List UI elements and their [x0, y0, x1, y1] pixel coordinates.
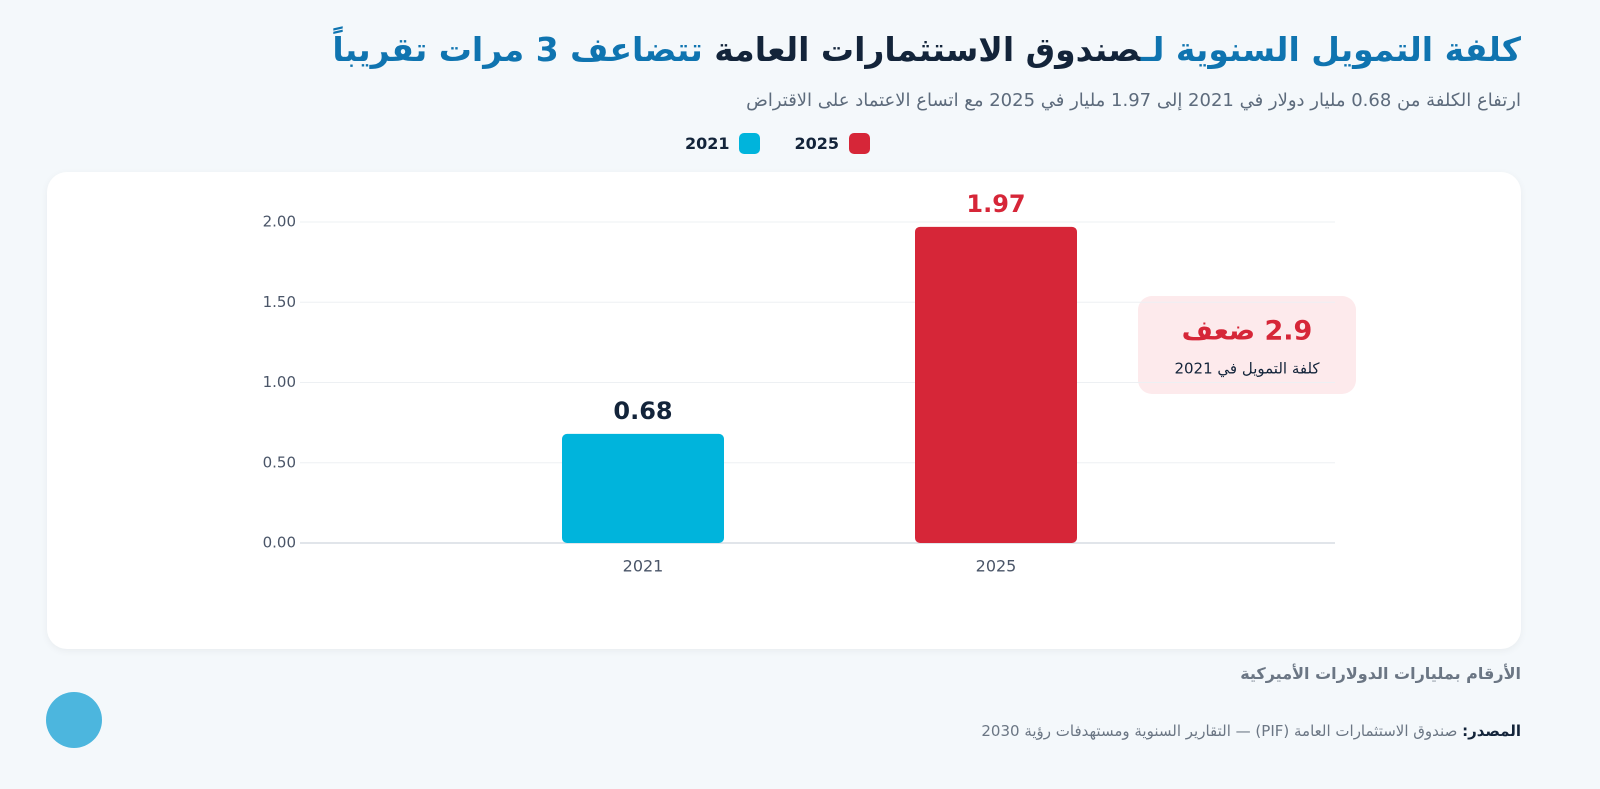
title-part: تتضاعف 3 مرات تقريباً [332, 30, 715, 69]
source-text: صندوق الاستثمارات العامة (PIF) — التقاري… [981, 722, 1463, 740]
value-label: 1.97 [966, 190, 1025, 218]
legend-swatch [739, 133, 761, 154]
x-tick-label: 2025 [976, 557, 1017, 576]
y-tick-label: 0.00 [263, 534, 296, 552]
value-label: 0.68 [613, 397, 672, 425]
y-tick-label: 0.50 [263, 453, 296, 471]
legend-item: 2021 [685, 133, 761, 154]
annotation-box [1138, 296, 1356, 394]
annotation-headline: 2.9 ضعف [1182, 316, 1313, 347]
logo [46, 692, 102, 748]
y-tick-label: 2.00 [263, 213, 296, 231]
source: المصدر: صندوق الاستثمارات العامة (PIF) —… [981, 722, 1521, 740]
bar [915, 226, 1077, 543]
legend-label: 2025 [794, 134, 839, 153]
chart: 2.9 ضعف كلفة التمويل في 2021 0.00 0.50 1.0… [263, 190, 1356, 576]
bar [562, 433, 724, 543]
x-tick-label: 2021 [623, 557, 664, 576]
legend: 2025 2021 [685, 133, 870, 154]
source-label: المصدر: [1462, 722, 1521, 740]
title: كلفة التمويل السنوية لـصندوق الاستثمارات… [332, 30, 1521, 69]
legend-item: 2025 [794, 133, 870, 154]
y-tick-label: 1.00 [263, 373, 296, 391]
subtitle: ارتفاع الكلفة من 0.68 مليار دولار في 202… [746, 90, 1521, 111]
title-part: صندوق الاستثمارات العامة [714, 30, 1141, 69]
title-part: كلفة التمويل السنوية لـ [1140, 30, 1521, 69]
annotation-text: كلفة التمويل في 2021 [1174, 360, 1320, 379]
legend-label: 2021 [684, 134, 730, 153]
legend-swatch [849, 133, 870, 154]
y-tick-label: 1.50 [263, 293, 296, 311]
chart-card: 2.9 ضعف كلفة التمويل في 2021 0.00 0.50 1.0… [47, 172, 1521, 649]
unit-note: الأرقام بمليارات الدولارات الأميركية [1240, 664, 1521, 683]
